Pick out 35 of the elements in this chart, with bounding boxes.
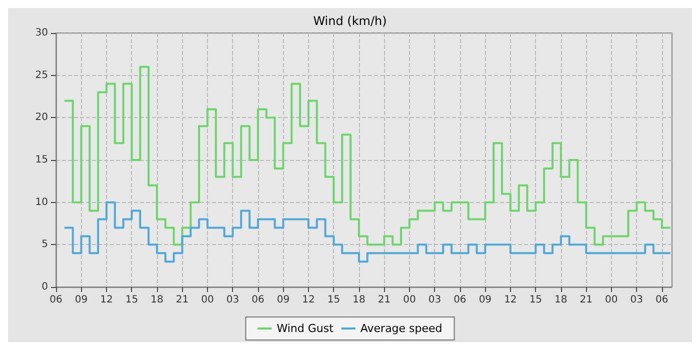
chart-title: Wind (km/h) — [313, 14, 387, 28]
y-tick-label: 15 — [35, 154, 48, 166]
x-tick-label: 06 — [252, 294, 264, 306]
x-tick-label: 06 — [656, 294, 668, 306]
x-tick-label: 12 — [302, 294, 315, 306]
x-tick-label: 00 — [201, 294, 214, 306]
x-tick-label: 15 — [529, 294, 542, 306]
x-tick-label: 18 — [554, 294, 568, 306]
x-tick-label: 15 — [327, 294, 340, 306]
x-tick-label: 03 — [226, 294, 240, 306]
x-tick-label: 18 — [150, 294, 164, 306]
y-tick-label: 5 — [42, 239, 48, 250]
x-tick-label: 09 — [478, 294, 492, 306]
x-tick-label: 12 — [504, 294, 517, 306]
x-tick-label: 09 — [276, 294, 290, 306]
y-tick-label: 30 — [35, 28, 48, 38]
legend-label: Wind Gust — [276, 322, 334, 335]
x-tick-label: 06 — [50, 294, 62, 306]
legend-label: Average speed — [360, 322, 442, 335]
x-tick-label: 03 — [428, 294, 442, 306]
x-tick-label: 00 — [403, 294, 416, 306]
x-tick-label: 18 — [352, 294, 366, 306]
y-tick-label: 0 — [42, 282, 48, 292]
x-tick-label: 21 — [580, 294, 593, 306]
y-tick-label: 20 — [35, 112, 48, 124]
x-tick-label: 12 — [100, 294, 113, 306]
x-tick-label: 15 — [125, 294, 138, 306]
x-tick-label: 21 — [176, 294, 189, 306]
x-tick-label: 00 — [605, 294, 618, 306]
y-tick-label: 10 — [35, 196, 48, 208]
x-tick-label: 06 — [454, 294, 466, 306]
x-tick-label: 09 — [74, 294, 88, 306]
x-tick-label: 21 — [378, 294, 391, 306]
y-tick-label: 25 — [35, 70, 48, 81]
x-tick-label: 03 — [630, 294, 644, 306]
